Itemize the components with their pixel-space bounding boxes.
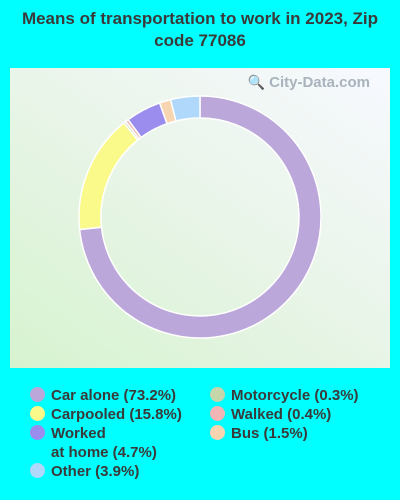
legend-label: Other (3.9%) <box>51 463 140 480</box>
legend-swatch <box>210 387 225 402</box>
watermark-text: City-Data.com <box>269 74 370 91</box>
legend-item: Carpooled (15.8%) <box>30 405 182 424</box>
legend-item: Motorcycle (0.3%) <box>210 386 359 405</box>
legend-label: Walked (0.4%) <box>231 406 332 423</box>
slice-carpooled <box>78 121 139 231</box>
legend-item: Other (3.9%) <box>30 462 139 481</box>
legend-swatch <box>210 425 225 440</box>
legend-label: Bus (1.5%) <box>231 425 308 442</box>
watermark: 🔍 City-Data.com <box>248 74 370 91</box>
legend-label: Carpooled (15.8%) <box>51 406 182 423</box>
slice-car-alone <box>78 95 322 339</box>
chart-title: Means of transportation to work in 2023,… <box>21 9 379 50</box>
legend-item: Bus (1.5%) <box>210 424 308 443</box>
legend-item: Walked (0.4%) <box>210 405 331 424</box>
legend-item: Car alone (73.2%) <box>30 386 176 405</box>
slice-other <box>169 95 201 122</box>
legend-swatch <box>30 425 45 440</box>
legend-swatch <box>30 406 45 421</box>
legend-swatch <box>30 387 45 402</box>
legend-label: Worked at home (4.7%) <box>51 425 157 461</box>
legend-swatch <box>30 463 45 478</box>
magnifier-icon: 🔍 <box>247 74 266 90</box>
legend-label: Car alone (73.2%) <box>51 387 177 404</box>
legend: Car alone (73.2%) Carpooled (15.8%) Worked… <box>0 386 400 496</box>
legend-label: Motorcycle (0.3%) <box>231 387 359 404</box>
legend-swatch <box>210 406 225 421</box>
legend-item: Worked at home (4.7%) <box>30 424 157 462</box>
